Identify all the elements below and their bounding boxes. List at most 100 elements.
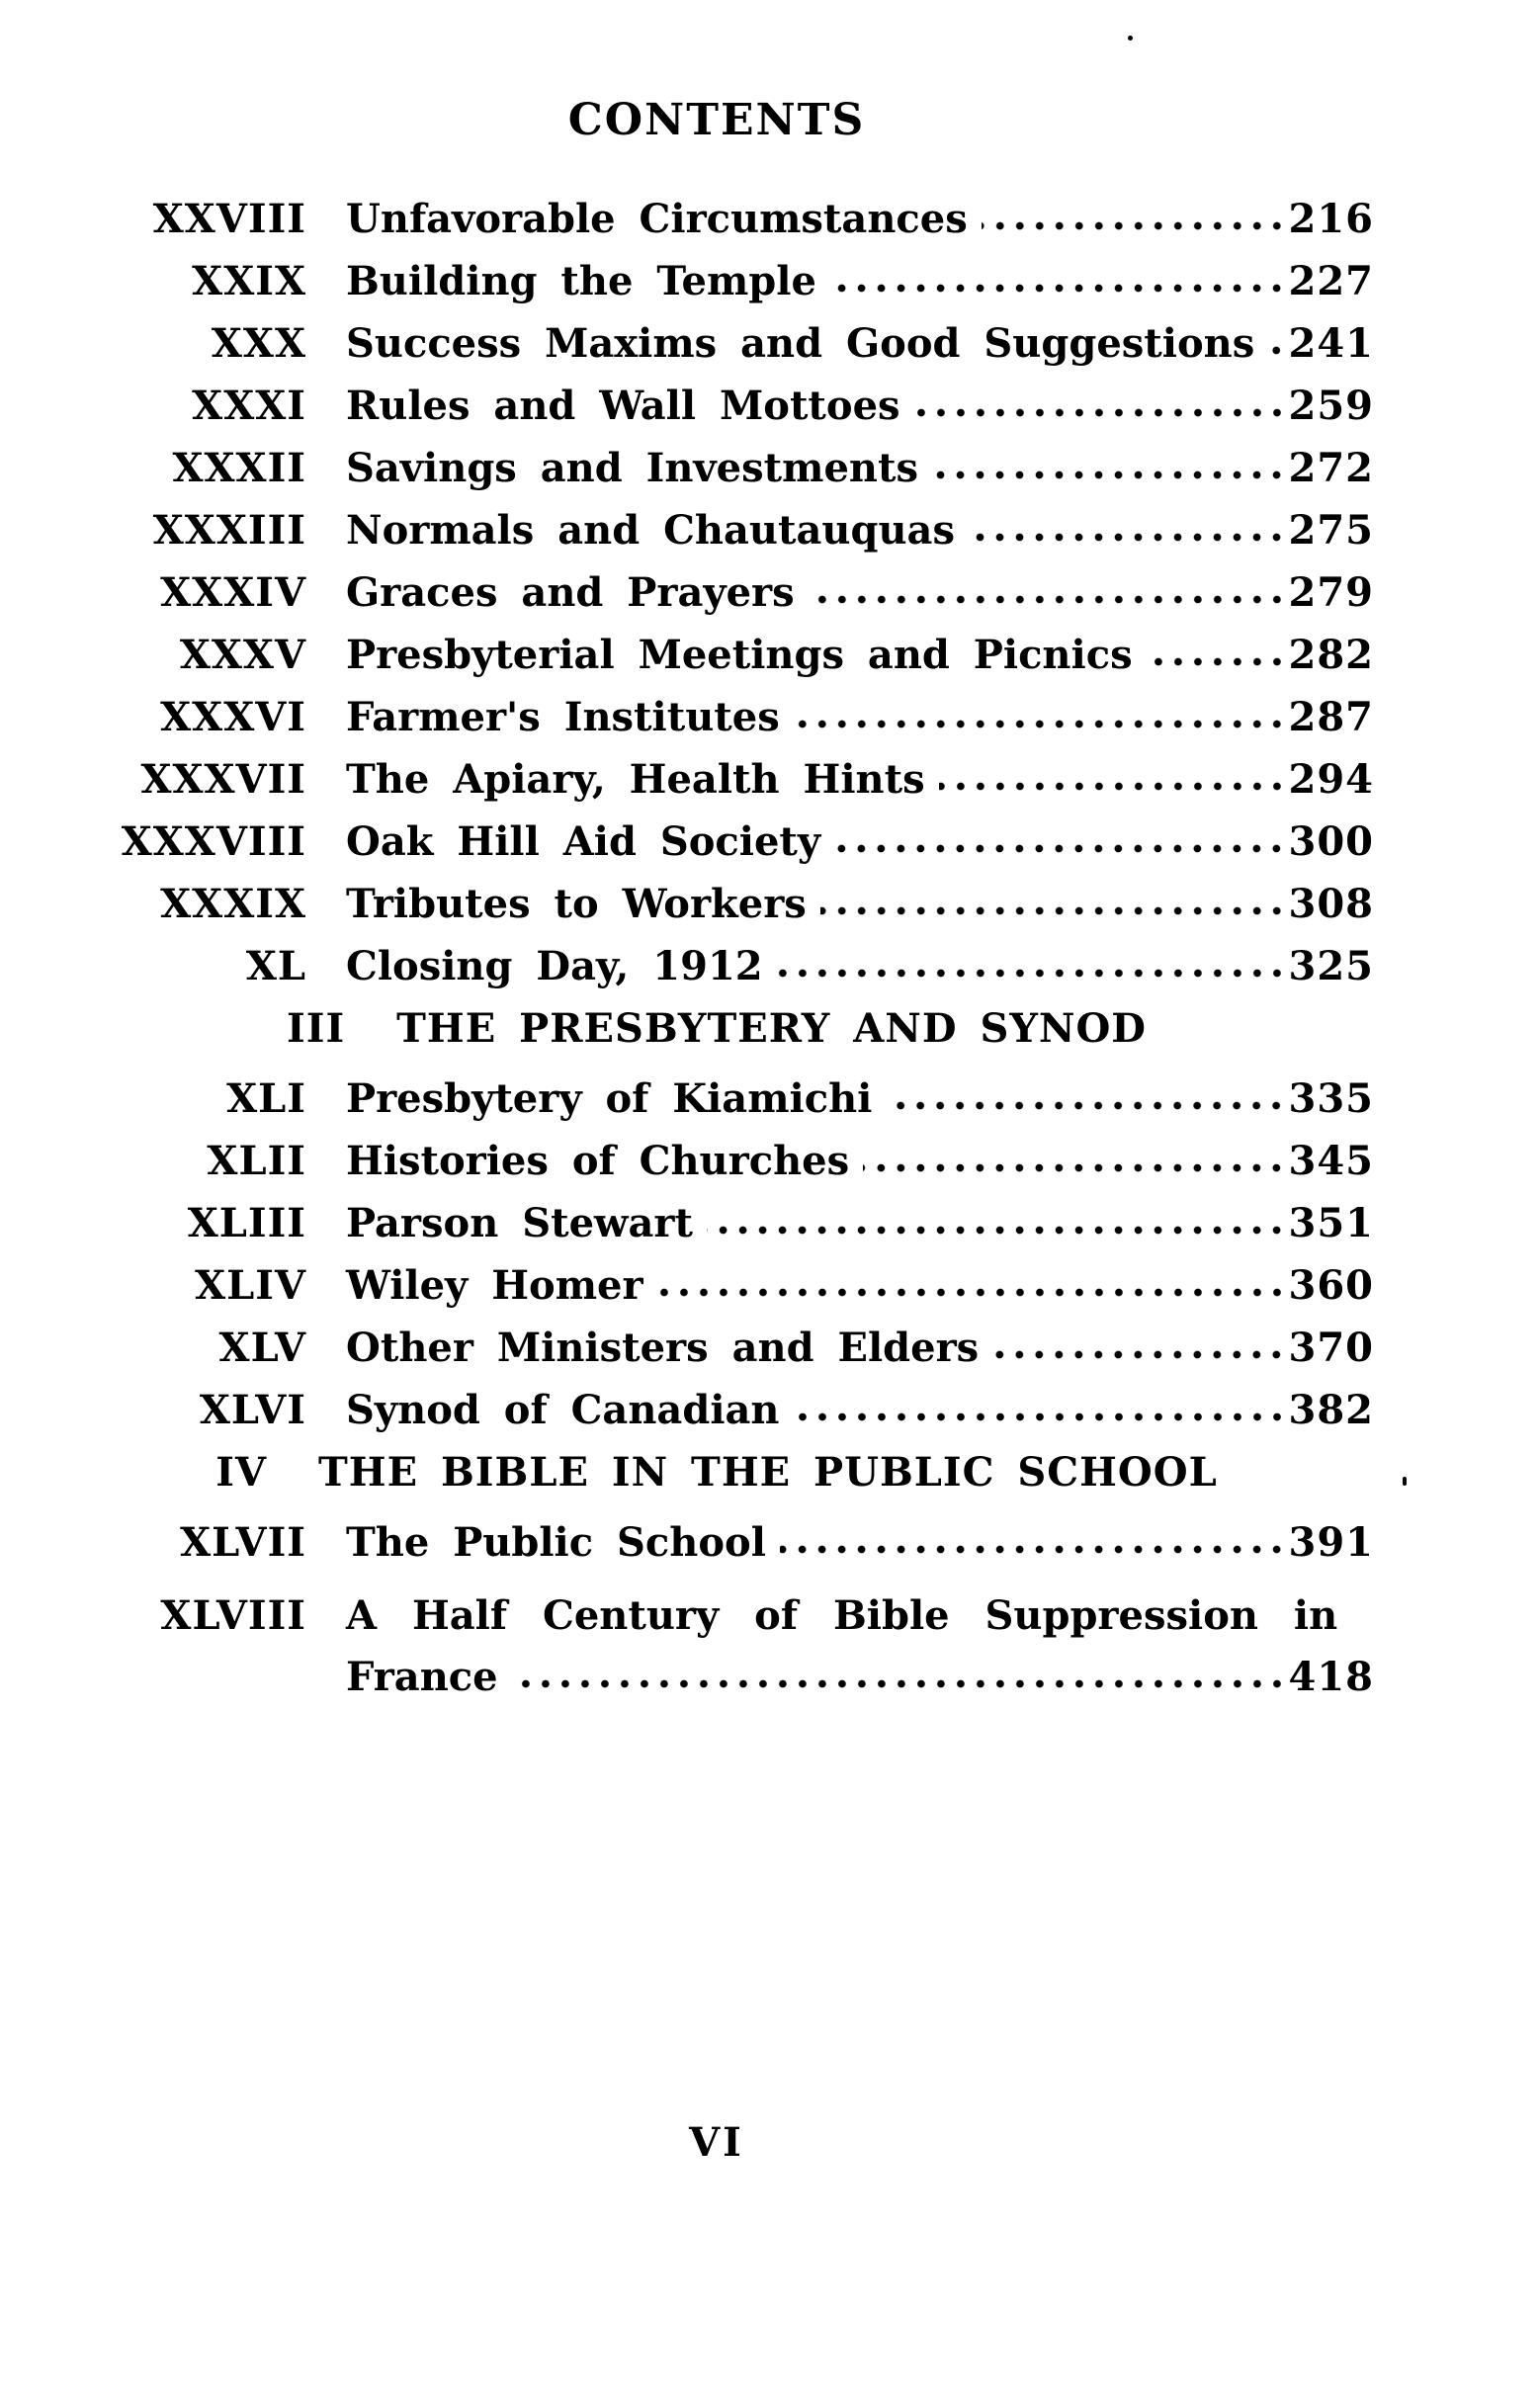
dot-leader xyxy=(819,904,1287,917)
page-ref: 351 xyxy=(1288,1200,1374,1246)
chapter-title: Unfavorable Circumstances xyxy=(346,196,968,242)
chapter-number: XXXIII xyxy=(152,507,306,554)
dot-leader xyxy=(863,1161,1287,1174)
dot-leader xyxy=(776,967,1287,980)
chapter-number: XXXI xyxy=(192,383,306,429)
page-ref: 300 xyxy=(1288,818,1374,865)
page-ref: 272 xyxy=(1288,445,1374,491)
chapter-number: XLV xyxy=(218,1325,306,1371)
toc-entry-row: XLIV Wiley Homer 360 xyxy=(59,1266,1374,1306)
dot-leader xyxy=(886,1099,1287,1112)
dot-leader xyxy=(793,718,1287,730)
dot-leader xyxy=(938,780,1287,793)
chapter-number: XXXIX xyxy=(160,881,306,927)
chapter-title: The Public School xyxy=(346,1519,766,1566)
toc-list: XXVIII Unfavorable Circumstances 216 XXIX Bu… xyxy=(59,200,1374,1708)
toc-entry-row: XXXIV Graces and Prayers 279 xyxy=(59,573,1374,613)
chapter-title-continuation: France xyxy=(346,1654,498,1700)
section-title: THE BIBLE IN THE PUBLIC SCHOOL xyxy=(318,1449,1218,1496)
chapter-title: Parson Stewart xyxy=(346,1200,693,1246)
chapter-number: XLI xyxy=(226,1075,306,1122)
dot-leader xyxy=(992,1348,1287,1361)
page-ref: 282 xyxy=(1288,632,1374,678)
page-ref: 391 xyxy=(1288,1519,1374,1566)
dot-leader xyxy=(706,1224,1287,1237)
chapter-title: Synod of Canadian xyxy=(346,1387,780,1433)
toc-entry-row: XXIX Building the Temple 227 xyxy=(59,262,1374,301)
scan-speck xyxy=(1128,36,1133,41)
chapter-title: Normals and Chautauquas xyxy=(346,507,955,554)
chapter-title: Presbytery of Kiamichi xyxy=(346,1075,873,1122)
section-title: THE PRESBYTERY AND SYNOD xyxy=(396,1005,1147,1052)
chapter-number: XXX xyxy=(211,320,306,367)
dot-leader xyxy=(913,406,1287,419)
chapter-title-block: A Half Century of Bible Suppression in Fr… xyxy=(346,1585,1374,1708)
chapter-number: XLIV xyxy=(195,1262,306,1309)
section-number: IV xyxy=(215,1449,268,1496)
toc-entry-row: XL Closing Day, 1912 325 xyxy=(59,947,1374,986)
toc-entry-row: XXXV Presbyterial Meetings and Picnics 282 xyxy=(59,636,1374,675)
page-ref: 345 xyxy=(1288,1138,1374,1184)
toc-entry-row: XLI Presbytery of Kiamichi 335 xyxy=(59,1079,1374,1119)
chapter-title: Tributes to Workers xyxy=(346,881,807,927)
chapter-title: Building the Temple xyxy=(346,258,816,304)
chapter-number: XXXII xyxy=(172,445,306,491)
chapter-title: Histories of Churches xyxy=(346,1138,850,1184)
scan-speck xyxy=(1403,1477,1407,1486)
toc-entry-row: XLVIII A Half Century of Bible Suppressio… xyxy=(59,1585,1374,1708)
chapter-number: XXXVI xyxy=(160,694,306,740)
page-ref: 325 xyxy=(1288,943,1374,989)
chapter-number: XLIII xyxy=(187,1200,306,1246)
toc-entry-row: XXXII Savings and Investments 272 xyxy=(59,449,1374,488)
chapter-number: XXXVII xyxy=(140,756,306,803)
page-ref: 370 xyxy=(1288,1325,1374,1371)
chapter-number: XLVIII xyxy=(160,1592,306,1639)
toc-entry-row: XXXVI Farmer's Institutes 287 xyxy=(59,698,1374,737)
chapter-number: XXXVIII xyxy=(121,818,306,865)
toc-entry-row: XLII Histories of Churches 345 xyxy=(59,1142,1374,1181)
page-number: VI xyxy=(689,2119,744,2166)
dot-leader xyxy=(779,1543,1287,1556)
chapter-title: Closing Day, 1912 xyxy=(346,943,763,989)
continuation-line: France 418 xyxy=(346,1647,1374,1708)
chapter-number: XXXIV xyxy=(160,569,306,616)
dot-leader xyxy=(511,1677,1287,1690)
page-title: CONTENTS xyxy=(567,95,866,145)
dot-leader xyxy=(931,469,1287,481)
dot-leader xyxy=(834,842,1287,855)
page-ref: 279 xyxy=(1288,569,1374,616)
dot-leader xyxy=(1146,655,1287,668)
page-ref: 360 xyxy=(1288,1262,1374,1309)
chapter-title: The Apiary, Health Hints xyxy=(346,756,925,803)
page-ref: 335 xyxy=(1288,1075,1374,1122)
page-ref: 259 xyxy=(1288,383,1374,429)
toc-entry-row: XLVI Synod of Canadian 382 xyxy=(59,1391,1374,1430)
toc-entry-row: XLIII Parson Stewart 351 xyxy=(59,1204,1374,1243)
toc-entry-row: XXXIII Normals and Chautauquas 275 xyxy=(59,511,1374,551)
toc-entry-row: XXVIII Unfavorable Circumstances 216 xyxy=(59,200,1374,239)
chapter-title: Success Maxims and Good Suggestions xyxy=(346,320,1255,367)
toc-entry-row: XXXVIII Oak Hill Aid Society 300 xyxy=(59,822,1374,862)
chapter-title: A Half Century of Bible Suppression in xyxy=(346,1592,1338,1639)
chapter-title: Farmer's Institutes xyxy=(346,694,780,740)
section-number: III xyxy=(287,1005,346,1052)
chapter-title: Wiley Homer xyxy=(346,1262,643,1309)
toc-entry-row: XXXVII The Apiary, Health Hints 294 xyxy=(59,760,1374,800)
dot-leader xyxy=(808,593,1287,606)
page-ref: 287 xyxy=(1288,694,1374,740)
page-ref: 216 xyxy=(1288,196,1374,242)
dot-leader xyxy=(656,1286,1287,1299)
page-ref: 275 xyxy=(1288,507,1374,554)
chapter-number: XXIX xyxy=(192,258,306,304)
page-ref: 382 xyxy=(1288,1387,1374,1433)
dot-leader xyxy=(968,531,1287,544)
page-ref: 418 xyxy=(1288,1654,1374,1700)
toc-entry-row: XXX Success Maxims and Good Suggestions 24… xyxy=(59,324,1374,364)
chapter-title: Other Ministers and Elders xyxy=(346,1325,980,1371)
toc-entry-row: XLV Other Ministers and Elders 370 xyxy=(59,1328,1374,1368)
dot-leader xyxy=(793,1411,1287,1423)
chapter-number: XXXV xyxy=(179,632,306,678)
chapter-title: Oak Hill Aid Society xyxy=(346,818,821,865)
page-ref: 308 xyxy=(1288,881,1374,927)
page-ref: 294 xyxy=(1288,756,1374,803)
